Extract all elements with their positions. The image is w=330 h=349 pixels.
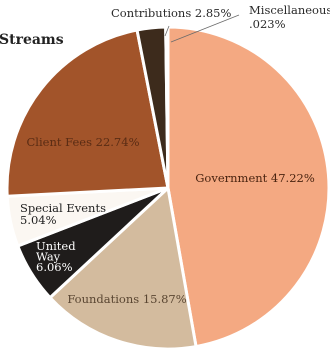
pie-slice-government xyxy=(166,25,330,349)
chart-title: Streams xyxy=(0,32,64,48)
slice-label-miscellaneous: Miscellaneous .023% xyxy=(249,3,330,31)
slice-label-united-way: United Way 6.06% xyxy=(36,239,76,274)
slice-label-contributions: Contributions 2.85% xyxy=(111,6,231,20)
slice-label-government: Government 47.22% xyxy=(195,171,315,185)
slice-label-special-events-line: Special Events xyxy=(20,201,106,215)
pie-slice-client-fees xyxy=(5,28,170,198)
slice-label-miscellaneous-line: Miscellaneous xyxy=(249,3,330,17)
slice-label-special-events: Special Events 5.04% xyxy=(20,201,106,227)
slice-label-united-way-line: Way xyxy=(36,250,61,264)
slice-label-miscellaneous-line: .023% xyxy=(249,17,286,31)
slice-label-foundations: Foundations 15.87% xyxy=(67,292,186,306)
slice-label-united-way-line: 6.06% xyxy=(36,260,73,274)
slice-label-client-fees: Client Fees 22.74% xyxy=(26,135,139,149)
pie-slice-foundations xyxy=(48,186,198,349)
slice-labels: Government 47.22% Foundations 15.87% Unite… xyxy=(20,3,330,306)
miscellaneous-leader-line xyxy=(170,14,240,43)
pie-slice-miscellaneous xyxy=(164,25,170,190)
slice-label-special-events-line: 5.04% xyxy=(20,213,57,227)
contributions-leader-line xyxy=(164,25,170,37)
slice-label-united-way-line: United xyxy=(36,239,76,253)
pie-slices xyxy=(5,25,330,349)
